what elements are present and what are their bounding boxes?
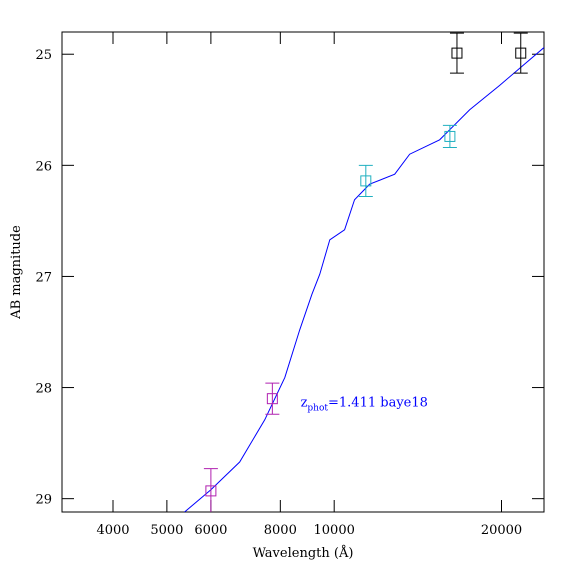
error-bar [449,32,464,74]
y-tick-label: 27 [35,270,52,285]
error-bar [358,164,373,197]
annotation-main: z [301,395,308,410]
data-point [266,393,278,405]
plot-frame [61,31,545,513]
error-bar [442,124,457,149]
x-tick-label: 10000 [314,523,355,538]
data-point [205,485,217,497]
error-bar [513,32,528,74]
y-tick-label: 26 [35,159,52,174]
error-bar [265,382,280,415]
data-point [451,47,463,59]
x-tick-label: 8000 [264,523,297,538]
y-tick-label: 25 [35,48,52,63]
y-axis-label: AB magnitude [9,225,24,320]
x-axis-label: Wavelength (Å) [253,545,354,561]
error-bar [203,468,218,512]
plot-area [184,32,544,512]
model-line [184,47,544,512]
annotation-rest: =1.411 baye18 [328,395,428,410]
data-point [360,175,372,187]
data-point [515,47,527,59]
y-tick-label: 28 [35,382,52,397]
x-tick-label: 6000 [194,523,227,538]
x-tick-label: 4000 [96,523,129,538]
annotation: zphot=1.411 baye18 [301,395,428,413]
x-tick-label: 20000 [481,523,522,538]
x-tick-label: 5000 [150,523,183,538]
y-tick-label: 29 [35,493,52,508]
annotation-sub: phot [307,403,328,413]
data-point [444,130,456,142]
